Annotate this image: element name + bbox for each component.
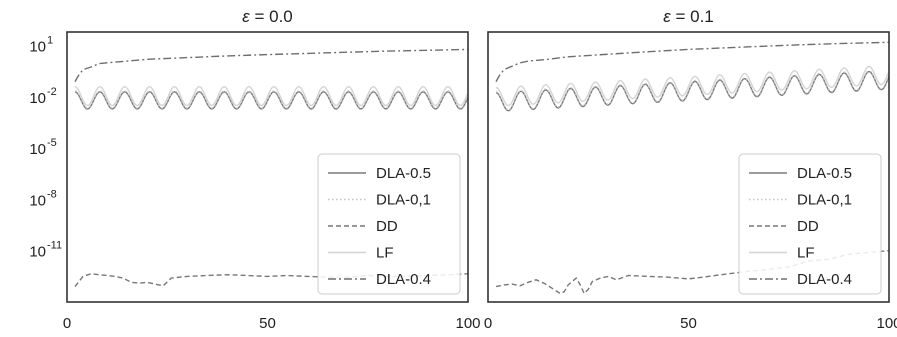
plot-frame (487, 31, 890, 303)
series-line-DLA-0.5 (74, 91, 469, 110)
series-line-DD (74, 273, 469, 288)
series-line-LF (495, 65, 890, 107)
legend: DLA-0.5 DLA-0,1 DD LF DLA-0.4 (317, 153, 461, 295)
y-tick-label: 10 (29, 39, 46, 56)
legend-label-LF: LF (376, 245, 394, 262)
legend: DLA-0.5 DLA-0,1 DD LF DLA-0.4 (738, 153, 882, 295)
legend-label-DLA-0.4: DLA-0.4 (376, 271, 431, 288)
y-tick-label: 10 (29, 141, 46, 158)
legend-box (738, 153, 882, 295)
x-tick-label: 0 (63, 315, 71, 332)
x-tick-label: 100 (455, 315, 480, 332)
x-tick-label: 50 (259, 315, 276, 332)
y-tick-exponent: -8 (47, 188, 57, 200)
y-tick-label: 10 (29, 90, 46, 107)
x-tick-label: 50 (680, 315, 697, 332)
series-line-DLA-0.4 (74, 48, 469, 82)
y-tick-exponent: -2 (47, 86, 57, 98)
panel-title: ε = 0.0 (242, 7, 293, 26)
x-tick-label: 100 (876, 315, 897, 332)
plot-frame (66, 31, 469, 303)
y-tick-exponent: -11 (47, 240, 62, 252)
legend-label-LF: LF (797, 245, 815, 262)
legend-label-DLA-0,1: DLA-0,1 (376, 192, 431, 209)
legend-label-DLA-0.5: DLA-0.5 (376, 165, 431, 182)
series-line-DD (495, 250, 890, 295)
y-tick-label: 10 (29, 244, 46, 261)
series-line-LF (74, 85, 469, 107)
y-tick-label: 10 (29, 192, 46, 209)
legend-label-DD: DD (376, 218, 398, 235)
legend-box (317, 153, 461, 295)
legend-label-DLA-0.4: DLA-0.4 (797, 271, 852, 288)
series-line-DLA-0.4 (495, 41, 890, 82)
panel-2: ε = 0.1 0 50 100 DLA-0.5 DLA-0,1 DD LF DLA-0.4 (484, 7, 897, 332)
y-tick-exponent: -5 (47, 137, 57, 149)
x-tick-label: 0 (484, 315, 492, 332)
series-line-DLA-0,1 (495, 69, 890, 111)
y-tick-exponent: 1 (47, 35, 53, 47)
panel-title: ε = 0.1 (663, 7, 714, 26)
legend-label-DD: DD (797, 218, 819, 235)
legend-label-DLA-0.5: DLA-0.5 (797, 165, 852, 182)
legend-label-DLA-0,1: DLA-0,1 (797, 192, 852, 209)
